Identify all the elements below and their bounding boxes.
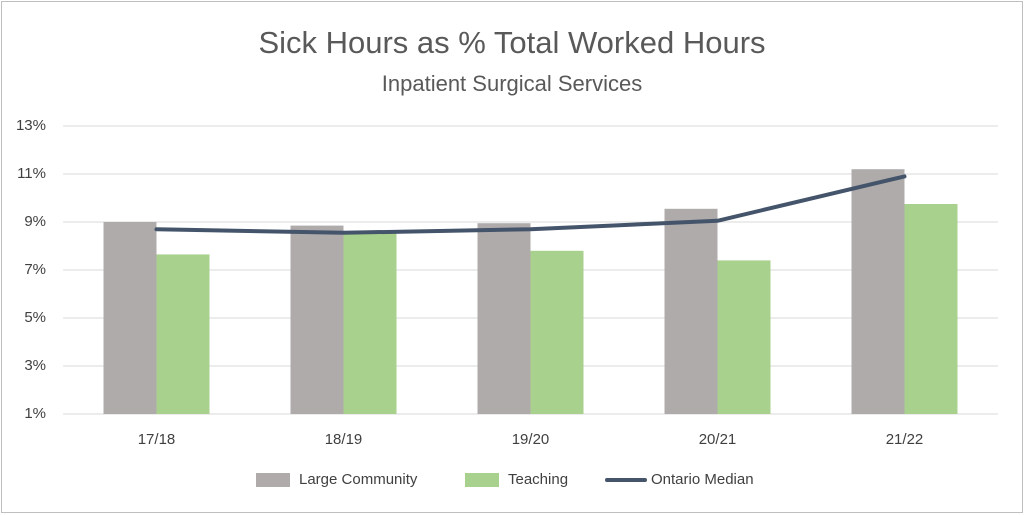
bar xyxy=(904,204,958,414)
legend-label: Large Community xyxy=(299,471,418,488)
y-tick-label: 5% xyxy=(24,309,46,326)
bar xyxy=(717,260,771,414)
bar xyxy=(851,169,905,414)
bar xyxy=(290,225,344,414)
x-tick-label: 19/20 xyxy=(512,431,550,448)
legend-swatch xyxy=(465,473,499,487)
x-tick-label: 21/22 xyxy=(886,431,924,448)
y-tick-label: 7% xyxy=(24,261,46,278)
chart-title: Sick Hours as % Total Worked Hours xyxy=(258,25,765,60)
legend-swatch xyxy=(256,473,290,487)
y-tick-label: 9% xyxy=(24,213,46,230)
y-tick-label: 3% xyxy=(24,357,46,374)
y-tick-label: 1% xyxy=(24,405,46,422)
legend-label: Teaching xyxy=(508,471,568,488)
legend-label: Ontario Median xyxy=(651,471,754,488)
bar xyxy=(343,232,397,414)
chart-subtitle: Inpatient Surgical Services xyxy=(382,71,642,96)
bar xyxy=(156,254,210,414)
line xyxy=(154,174,907,235)
bar xyxy=(477,223,531,414)
y-tick-label: 11% xyxy=(17,165,46,182)
x-tick-label: 18/19 xyxy=(325,431,363,448)
bar xyxy=(664,208,718,414)
y-tick-label: 13% xyxy=(16,117,46,134)
x-tick-label: 17/18 xyxy=(138,431,176,448)
bar xyxy=(103,222,157,414)
x-tick-label: 20/21 xyxy=(699,431,737,448)
bar xyxy=(530,250,584,414)
